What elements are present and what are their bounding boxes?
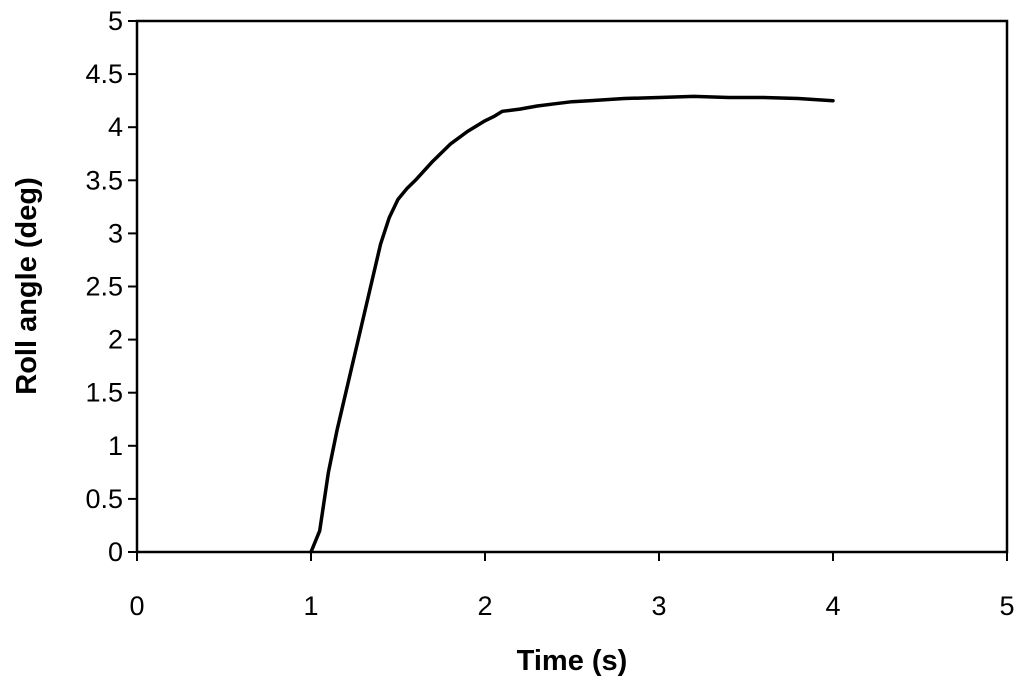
x-tick-label: 1: [303, 591, 318, 621]
y-tick-label: 1: [108, 431, 123, 461]
x-tick-label: 0: [129, 591, 144, 621]
y-tick-label: 2: [108, 325, 123, 355]
x-tick-label: 4: [825, 591, 840, 621]
y-tick-label: 3.5: [85, 165, 123, 195]
x-axis-title: Time (s): [517, 645, 628, 677]
y-tick-label: 4: [108, 112, 123, 142]
y-tick-label: 5: [108, 6, 123, 36]
y-tick-label: 3: [108, 218, 123, 248]
y-tick-label: 0.5: [85, 484, 123, 514]
y-tick-label: 1.5: [85, 378, 123, 408]
x-tick-label: 5: [999, 591, 1014, 621]
y-axis-ticks: 0 0.5 1 1.5 2 2.5 3 3.5 4 4.5 5: [85, 6, 137, 567]
y-tick-label: 4.5: [85, 59, 123, 89]
series-line-roll-angle: [309, 94, 835, 554]
x-axis-ticks: 0 1 2 3 4 5: [129, 552, 1015, 621]
x-tick-label: 2: [477, 591, 492, 621]
x-tick-label: 3: [651, 591, 666, 621]
y-axis-title: Roll angle (deg): [11, 177, 43, 395]
y-tick-label: 2.5: [85, 272, 123, 302]
y-tick-label: 0: [108, 537, 123, 567]
